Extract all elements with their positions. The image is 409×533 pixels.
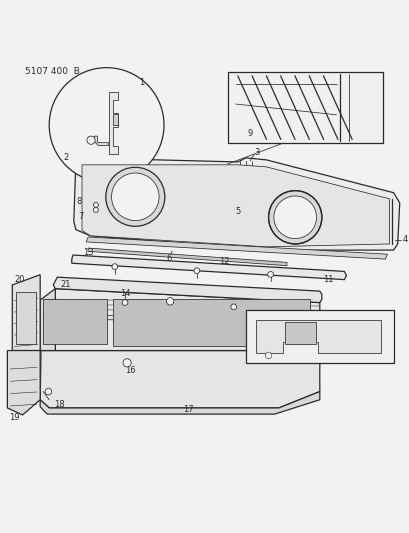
Text: 19: 19 — [9, 413, 20, 422]
Circle shape — [265, 352, 271, 359]
Text: 10: 10 — [361, 312, 371, 321]
Circle shape — [193, 268, 199, 273]
Polygon shape — [82, 165, 389, 247]
Polygon shape — [72, 255, 346, 280]
Bar — [227, 72, 382, 143]
Text: 13: 13 — [83, 248, 93, 257]
Circle shape — [123, 359, 131, 367]
Text: 8: 8 — [76, 197, 82, 206]
Circle shape — [45, 388, 52, 395]
Text: 5107 400  B: 5107 400 B — [25, 67, 79, 76]
Text: 16: 16 — [125, 366, 135, 375]
Polygon shape — [40, 289, 55, 351]
Polygon shape — [108, 92, 118, 154]
Polygon shape — [40, 351, 319, 408]
Text: 21: 21 — [60, 280, 71, 289]
Text: 2: 2 — [63, 152, 68, 161]
Text: 4: 4 — [402, 236, 407, 244]
Polygon shape — [12, 274, 40, 351]
Bar — [112, 300, 309, 346]
Text: 18: 18 — [54, 400, 65, 409]
Circle shape — [49, 68, 164, 182]
Text: 22: 22 — [361, 352, 371, 361]
Circle shape — [268, 191, 321, 244]
Polygon shape — [53, 277, 321, 303]
Polygon shape — [40, 392, 319, 414]
Text: 6: 6 — [166, 254, 172, 263]
Polygon shape — [55, 289, 319, 351]
Bar — [112, 114, 118, 125]
Bar — [284, 322, 315, 344]
Polygon shape — [86, 237, 387, 259]
Text: 7: 7 — [78, 212, 84, 221]
Text: 15: 15 — [160, 305, 171, 314]
Bar — [16, 292, 36, 344]
Text: 5: 5 — [235, 207, 240, 216]
Text: 11: 11 — [322, 274, 333, 284]
Circle shape — [166, 297, 173, 305]
Polygon shape — [88, 248, 286, 265]
Circle shape — [93, 203, 98, 207]
Text: 14: 14 — [228, 303, 238, 312]
Text: 20: 20 — [14, 275, 25, 284]
Text: 1: 1 — [139, 78, 144, 87]
Circle shape — [106, 167, 164, 227]
Circle shape — [87, 136, 95, 144]
Polygon shape — [94, 136, 108, 146]
Circle shape — [122, 300, 128, 305]
Circle shape — [230, 304, 236, 310]
Circle shape — [267, 271, 273, 277]
Polygon shape — [7, 351, 40, 415]
Text: 12: 12 — [219, 257, 229, 265]
Polygon shape — [74, 158, 399, 250]
Text: 3: 3 — [254, 148, 259, 157]
Bar — [43, 300, 106, 344]
Text: 9: 9 — [247, 129, 252, 138]
Circle shape — [111, 173, 159, 221]
Circle shape — [112, 264, 117, 270]
Text: 14: 14 — [119, 289, 130, 297]
Circle shape — [93, 207, 98, 212]
Polygon shape — [256, 320, 380, 353]
Circle shape — [273, 196, 316, 239]
Text: 17: 17 — [183, 406, 193, 415]
Bar — [245, 310, 393, 363]
